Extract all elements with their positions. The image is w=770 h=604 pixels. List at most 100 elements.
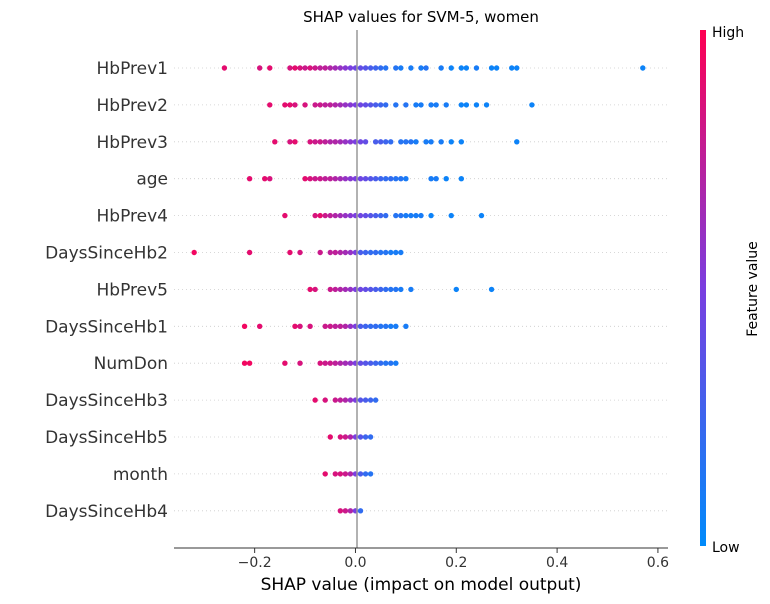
shap-point bbox=[337, 360, 344, 366]
shap-point bbox=[292, 323, 298, 329]
shap-point bbox=[347, 249, 354, 256]
shap-point bbox=[357, 139, 364, 145]
shap-point bbox=[347, 139, 354, 145]
shap-point bbox=[362, 139, 369, 145]
shap-point bbox=[307, 139, 313, 145]
x-tick-label: 0.6 bbox=[647, 555, 669, 571]
shap-point bbox=[347, 212, 354, 219]
feature-label: DaysSinceHb2 bbox=[45, 244, 168, 264]
feature-rows: HbPrev1 HbPrev2 HbPrev3 age HbPrev4 DaysSince… bbox=[45, 59, 668, 522]
shap-point bbox=[267, 65, 273, 71]
shap-point bbox=[342, 249, 349, 256]
shap-point bbox=[317, 176, 323, 182]
shap-point bbox=[322, 397, 328, 403]
shap-point bbox=[337, 212, 344, 219]
feature-label: HbPrev3 bbox=[97, 133, 168, 153]
shap-point bbox=[267, 102, 273, 108]
x-tick-label: 0.4 bbox=[546, 555, 568, 571]
shap-point bbox=[372, 102, 379, 108]
shap-point bbox=[287, 249, 293, 256]
shap-point bbox=[312, 65, 318, 71]
shap-point bbox=[458, 176, 465, 182]
shap-point bbox=[408, 286, 414, 293]
shap-point bbox=[241, 360, 248, 366]
shap-point bbox=[191, 249, 197, 256]
feature-label: NumDon bbox=[94, 354, 168, 374]
shap-point bbox=[388, 360, 394, 366]
shap-point bbox=[327, 360, 333, 366]
shap-point bbox=[413, 139, 419, 145]
shap-point bbox=[357, 65, 364, 71]
shap-point bbox=[448, 212, 454, 219]
shap-point bbox=[388, 176, 394, 182]
shap-point bbox=[362, 249, 369, 256]
shap-point bbox=[307, 65, 313, 71]
shap-point bbox=[312, 102, 318, 108]
shap-point bbox=[423, 139, 429, 145]
shap-point bbox=[347, 471, 354, 477]
feature-label: age bbox=[136, 170, 168, 190]
shap-point bbox=[307, 323, 313, 329]
shap-point bbox=[367, 434, 374, 440]
shap-point bbox=[342, 212, 349, 219]
shap-point bbox=[312, 286, 318, 293]
shap-point bbox=[221, 65, 228, 71]
shap-point bbox=[282, 102, 288, 108]
shap-point bbox=[357, 471, 364, 477]
shap-point bbox=[388, 139, 394, 145]
shap-point bbox=[342, 176, 349, 182]
x-tick-label: 0.0 bbox=[344, 555, 366, 571]
shap-point bbox=[272, 139, 278, 145]
shap-point bbox=[393, 360, 399, 366]
shap-point bbox=[342, 286, 349, 293]
shap-point bbox=[332, 397, 339, 403]
shap-point bbox=[509, 65, 515, 71]
shap-point bbox=[327, 65, 333, 71]
shap-point bbox=[383, 323, 389, 329]
feature-label: HbPrev1 bbox=[97, 59, 168, 79]
shap-point bbox=[514, 65, 520, 71]
shap-point bbox=[347, 65, 354, 71]
shap-point bbox=[327, 139, 333, 145]
shap-point bbox=[357, 434, 364, 440]
shap-point bbox=[488, 286, 495, 293]
shap-point bbox=[483, 102, 490, 108]
shap-point bbox=[297, 249, 303, 256]
shap-point bbox=[418, 212, 424, 219]
shap-point bbox=[322, 102, 328, 108]
shap-point bbox=[448, 65, 454, 71]
shap-point bbox=[357, 360, 364, 366]
shap-point bbox=[357, 212, 364, 219]
shap-point bbox=[453, 286, 459, 293]
shap-point bbox=[372, 323, 379, 329]
shap-point bbox=[347, 323, 354, 329]
chart-title: SHAP values for SVM-5, women bbox=[303, 8, 539, 26]
shap-point bbox=[347, 508, 354, 514]
shap-point bbox=[383, 360, 389, 366]
shap-point bbox=[428, 176, 434, 182]
shap-point bbox=[362, 102, 369, 108]
shap-point bbox=[393, 102, 399, 108]
shap-point bbox=[377, 286, 384, 293]
shap-point bbox=[246, 360, 253, 366]
shap-point bbox=[302, 176, 308, 182]
shap-point bbox=[322, 360, 328, 366]
shap-point bbox=[362, 434, 369, 440]
shap-point bbox=[357, 323, 364, 329]
colorbar bbox=[700, 30, 706, 546]
shap-point bbox=[337, 323, 344, 329]
shap-point bbox=[262, 176, 268, 182]
shap-point bbox=[332, 471, 339, 477]
shap-point bbox=[337, 471, 344, 477]
shap-point bbox=[488, 65, 495, 71]
shap-point bbox=[362, 65, 369, 71]
shap-point bbox=[388, 286, 394, 293]
shap-point bbox=[438, 65, 444, 71]
shap-point bbox=[307, 176, 313, 182]
shap-point bbox=[267, 176, 273, 182]
shap-point bbox=[282, 360, 288, 366]
shap-point bbox=[317, 360, 323, 366]
feature-label: month bbox=[113, 465, 168, 485]
shap-point bbox=[312, 212, 318, 219]
shap-point bbox=[357, 249, 364, 256]
